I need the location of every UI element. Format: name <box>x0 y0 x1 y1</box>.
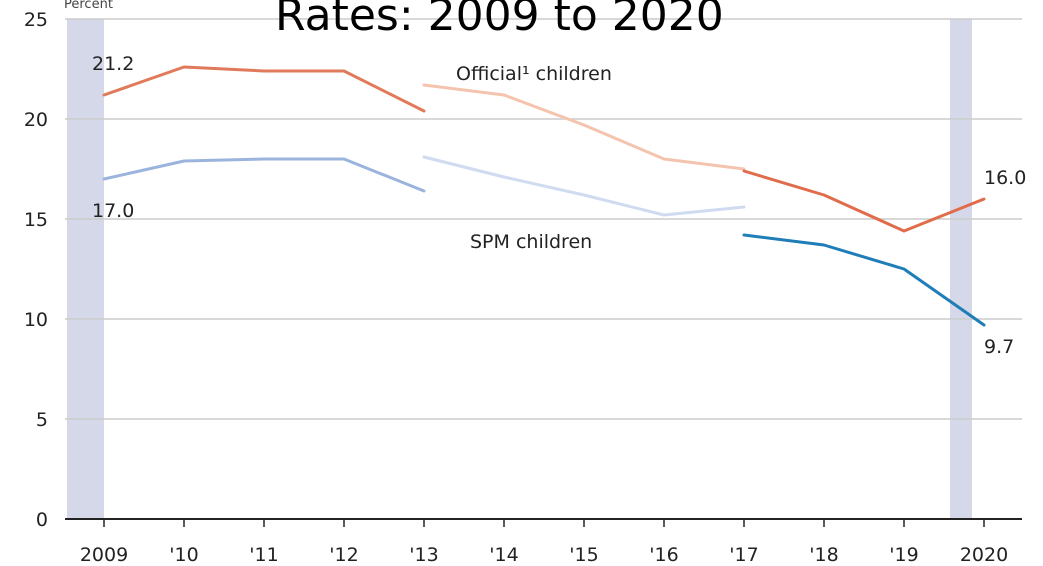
series-line-spm-seg-2 <box>742 233 986 327</box>
series-lines <box>102 65 986 327</box>
y-tick-label-0: 0 <box>36 509 48 531</box>
x-tick-label-7: '16 <box>649 544 678 566</box>
x-tick-label-5: '14 <box>489 544 518 566</box>
y-tick-label-20: 20 <box>24 109 48 131</box>
x-tick-label-1: '10 <box>169 544 198 566</box>
x-axis-ticks: 2009 '10 '11 '12 '13 '14 '15 '16 '17 '18 '19 2020 <box>80 519 1008 566</box>
series-line-spm-seg-0 <box>102 157 426 193</box>
gridlines <box>65 18 1022 420</box>
data-label-1: 17.0 <box>92 200 134 222</box>
y-tick-label-5: 5 <box>36 409 48 431</box>
data-label-3: 9.7 <box>984 336 1014 358</box>
data-labels: 21.2 17.0 16.0 9.7 <box>92 53 1026 358</box>
y-tick-label-15: 15 <box>24 209 48 231</box>
y-axis-unit-label: Percent <box>64 0 113 12</box>
series-line-spm-seg-1 <box>422 155 746 217</box>
series-line-official-seg-0 <box>102 65 426 113</box>
y-axis-ticks: 0 5 10 15 20 25 <box>24 9 48 531</box>
series-label-official: Official¹ children <box>456 63 612 85</box>
y-tick-label-25: 25 <box>24 9 48 31</box>
data-label-2: 16.0 <box>984 167 1026 189</box>
x-tick-label-0: 2009 <box>80 544 128 566</box>
x-tick-label-2: '11 <box>249 544 278 566</box>
x-tick-label-10: '19 <box>889 544 918 566</box>
y-tick-label-10: 10 <box>24 309 48 331</box>
x-tick-label-9: '18 <box>809 544 838 566</box>
series-line-official-seg-2 <box>742 169 986 233</box>
x-tick-label-6: '15 <box>569 544 598 566</box>
x-tick-label-8: '17 <box>729 544 758 566</box>
series-label-spm: SPM children <box>470 231 592 253</box>
chart-title: Rates: 2009 to 2020 <box>275 0 724 41</box>
series-line-official-seg-1 <box>422 83 746 171</box>
recession-shading <box>67 19 972 519</box>
x-tick-label-3: '12 <box>329 544 358 566</box>
data-label-0: 21.2 <box>92 53 134 75</box>
x-tick-label-4: '13 <box>409 544 438 566</box>
x-tick-label-11: 2020 <box>960 544 1008 566</box>
shade-bar-2020 <box>950 19 972 519</box>
shade-bar-2009 <box>67 19 104 519</box>
